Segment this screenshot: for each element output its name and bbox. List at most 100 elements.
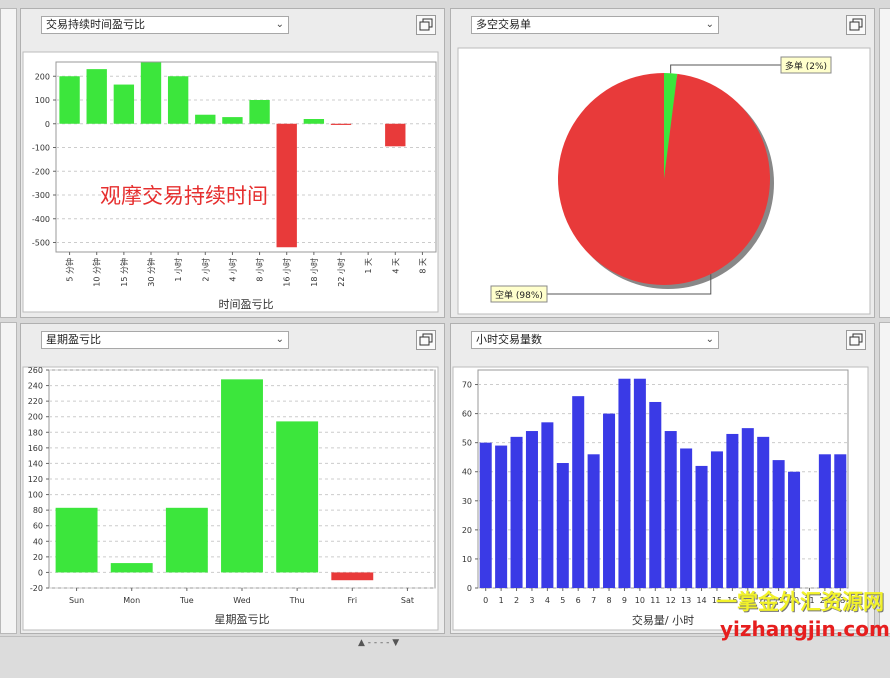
bar [772, 460, 785, 588]
bar [695, 465, 708, 588]
y-tick-label: 220 [28, 397, 43, 406]
chevron-down-icon: ⌄ [275, 19, 284, 30]
y-tick-label: 40 [33, 537, 43, 546]
bar [110, 563, 153, 573]
window-restore-icon [419, 333, 433, 346]
x-axis-title: 交易量/ 小时 [632, 613, 694, 627]
y-tick-label: -400 [32, 215, 50, 224]
duration-maximize-button[interactable] [416, 15, 436, 35]
left-side-strip-top [0, 8, 17, 318]
weekday-chart: 260240220200180160140120100806040200-20S… [22, 366, 439, 631]
bar [541, 422, 554, 588]
bar [330, 123, 352, 125]
pie-label-box [780, 56, 832, 74]
bar [113, 84, 135, 124]
longshort-dropdown[interactable]: 多空交易单 ⌄ [471, 16, 719, 34]
x-tick-label: 16 小时 [282, 258, 292, 287]
weekday-dropdown[interactable]: 星期盈亏比 ⌄ [41, 331, 289, 349]
bar [140, 62, 162, 124]
x-axis-title: 时间盈亏比 [219, 298, 274, 311]
bar [510, 436, 523, 588]
pie-label-box [490, 285, 548, 303]
chevron-down-icon: ⌄ [705, 334, 714, 345]
longshort-pie-chart: 多单 (2%) 空单 (98%) [457, 47, 871, 315]
x-tick-label: 10 分钟 [92, 258, 102, 287]
x-tick-label: 23 [835, 596, 845, 605]
x-tick-label: 5 分钟 [65, 258, 75, 282]
y-tick-label: 200 [35, 72, 50, 81]
x-tick-label: 20 [789, 596, 799, 605]
bar [479, 442, 492, 588]
x-axis-title: 星期盈亏比 [215, 613, 270, 626]
bar [572, 396, 585, 588]
y-tick-label: 140 [28, 459, 43, 468]
x-tick-label: 5 [560, 596, 565, 605]
y-tick-label: 70 [462, 381, 472, 390]
pie-label-leader [547, 274, 712, 295]
x-tick-label: Sat [401, 596, 414, 605]
bar [556, 463, 569, 588]
y-tick-label: 30 [462, 497, 472, 506]
watermark-line1: 一掌金外汇资源网 [716, 590, 884, 614]
x-tick-label: 30 分钟 [146, 258, 156, 287]
longshort-maximize-button[interactable] [846, 15, 866, 35]
x-tick-label: 1 [499, 596, 504, 605]
y-tick-label: 120 [28, 475, 43, 484]
y-tick-label: -20 [30, 584, 43, 593]
bar [603, 413, 616, 588]
chevron-down-icon: ⌄ [705, 19, 714, 30]
bar [165, 507, 208, 573]
status-bar: ▲ - - - - ▼ [0, 636, 890, 678]
x-tick-label: 22 [820, 596, 830, 605]
bar [59, 76, 80, 124]
y-tick-label: 40 [462, 468, 472, 477]
bar [726, 433, 739, 588]
x-tick-label: 12 [666, 596, 676, 605]
right-side-strip-top [879, 8, 890, 318]
hourly-panel: 小时交易量数 ⌄ 70 60 50 40 30 20 10 0 0 1 2 3 4 5 6 7 8 9 10 11 12… [450, 323, 875, 634]
y-tick-label: 20 [33, 553, 43, 562]
bar [276, 123, 297, 248]
y-tick-label: 180 [28, 428, 43, 437]
x-tick-label: 19 [774, 596, 784, 605]
x-tick-label: Wed [233, 596, 250, 605]
plot-frame [55, 61, 437, 253]
y-tick-label: 80 [33, 506, 43, 515]
bar [525, 431, 538, 588]
bar [331, 572, 374, 581]
weekday-maximize-button[interactable] [416, 330, 436, 350]
hourly-dropdown[interactable]: 小时交易量数 ⌄ [471, 331, 719, 349]
x-tick-label: 15 分钟 [119, 258, 129, 287]
x-tick-label: 17 [743, 596, 753, 605]
bar [757, 436, 770, 588]
x-tick-label: 8 小时 [255, 258, 265, 282]
splitter-handle[interactable]: ▲ - - - - ▼ [358, 638, 400, 648]
x-tick-label: 1 小时 [173, 258, 183, 282]
x-tick-label: 18 [758, 596, 768, 605]
y-tick-label: 100 [35, 96, 50, 105]
pie-slice [558, 73, 770, 285]
bar [741, 428, 754, 588]
y-tick-label: 60 [33, 522, 43, 531]
x-tick-label: 8 [606, 596, 611, 605]
bar [276, 421, 319, 573]
window-restore-icon [419, 18, 433, 31]
y-tick-label: -100 [32, 144, 50, 153]
x-tick-label: 4 小时 [227, 258, 237, 282]
bar [587, 454, 600, 588]
duration-dropdown[interactable]: 交易持续时间盈亏比 ⌄ [41, 16, 289, 34]
x-tick-label: Sun [69, 596, 84, 605]
hourly-maximize-button[interactable] [846, 330, 866, 350]
bar [303, 119, 325, 124]
y-tick-label: -200 [32, 167, 50, 176]
y-tick-label: 0 [38, 568, 43, 577]
y-tick-label: 10 [462, 555, 472, 564]
x-tick-label: 14 [696, 596, 706, 605]
x-tick-label: 4 [545, 596, 550, 605]
y-tick-label: 100 [28, 491, 43, 500]
x-tick-label: 10 [635, 596, 645, 605]
y-tick-label: -500 [32, 239, 50, 248]
x-tick-label: 9 [622, 596, 627, 605]
pie-label: 空单 (98%) [495, 289, 543, 301]
